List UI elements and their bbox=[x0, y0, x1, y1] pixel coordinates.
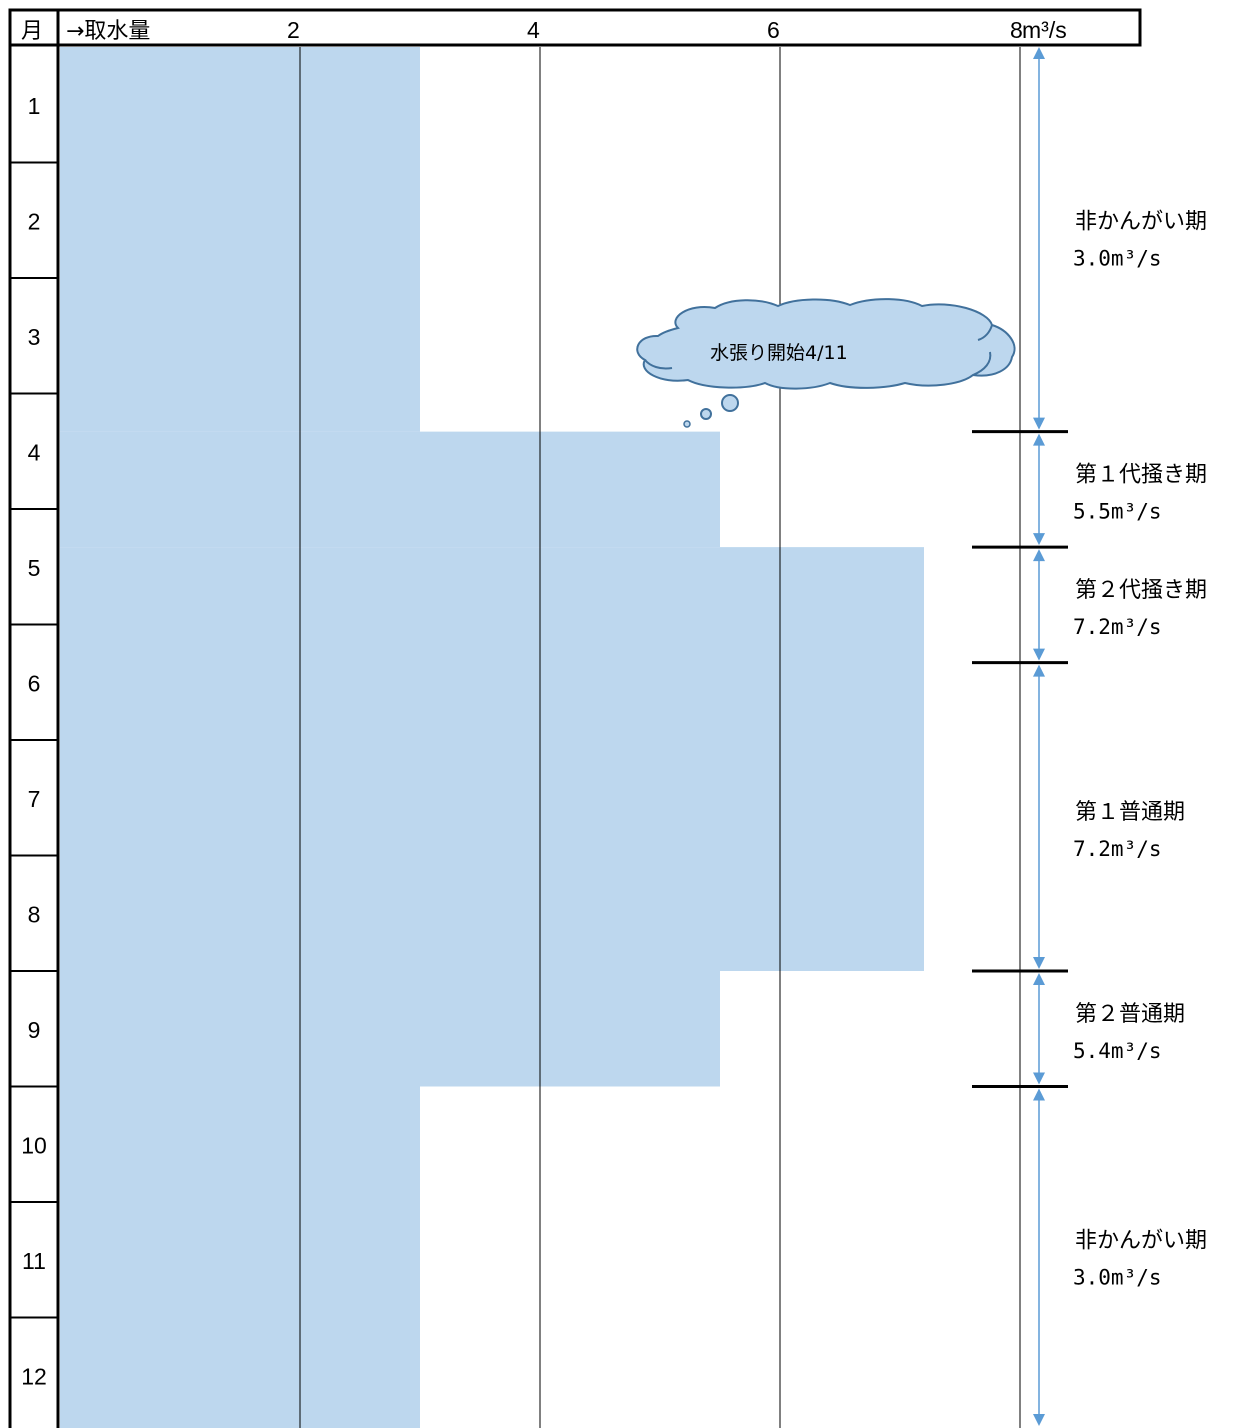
month-label-10: 10 bbox=[21, 1132, 47, 1158]
period-rate: 5.5m³/s bbox=[1073, 499, 1162, 523]
month-label-5: 5 bbox=[28, 555, 41, 581]
intake-bar-segment-5 bbox=[60, 1086, 420, 1428]
month-label-2: 2 bbox=[28, 208, 41, 234]
arrow-head-down bbox=[1033, 533, 1045, 546]
period-rate: 7.2m³/s bbox=[1073, 615, 1162, 639]
period-markers: 非かんがい期 3.0m³/s 第１代掻き期 5.5m³/s 第２代掻き期 7.2m³/s 第… bbox=[972, 47, 1207, 1426]
arrow-head-up bbox=[1033, 1088, 1045, 1101]
intake-area bbox=[60, 47, 924, 1428]
month-label-6: 6 bbox=[28, 670, 41, 696]
period-rate: 3.0m³/s bbox=[1073, 1265, 1162, 1289]
month-label-7: 7 bbox=[28, 786, 41, 812]
month-label-8: 8 bbox=[28, 901, 41, 927]
gridlines bbox=[299, 47, 1021, 1428]
period-rate: 5.4m³/s bbox=[1073, 1039, 1162, 1063]
x-tick-label-2: 2 bbox=[287, 17, 300, 43]
period-name: 第２普通期 bbox=[1075, 1002, 1185, 1027]
x-tick-label-8: 8 bbox=[1010, 17, 1023, 43]
period-name: 非かんがい期 bbox=[1075, 209, 1207, 234]
arrow-head-up bbox=[1033, 433, 1045, 446]
arrow-head-down bbox=[1033, 417, 1045, 430]
x-tick-labels: 2 4 6 8 m³/s bbox=[287, 17, 1067, 43]
chart-header: 月 →取水量 2 4 6 8 m³/s bbox=[21, 17, 1067, 44]
x-tick-label-6: 6 bbox=[767, 17, 780, 43]
callout-bubble-large bbox=[721, 394, 739, 412]
month-label-3: 3 bbox=[28, 324, 41, 350]
month-label-1: 1 bbox=[28, 93, 41, 119]
period-name: 第１普通期 bbox=[1075, 800, 1185, 825]
period-name: 第１代掻き期 bbox=[1075, 462, 1207, 487]
intake-bar-segment-4 bbox=[60, 971, 720, 1087]
period-rate: 3.0m³/s bbox=[1073, 246, 1162, 270]
month-label-4: 4 bbox=[28, 439, 41, 465]
arrow-head-up bbox=[1033, 549, 1045, 562]
month-column-header: 月 bbox=[21, 19, 43, 44]
month-label-11: 11 bbox=[22, 1248, 46, 1274]
intake-bar-segment-2 bbox=[60, 431, 720, 548]
arrow-head-up bbox=[1033, 664, 1045, 677]
arrow-head-up bbox=[1033, 47, 1045, 59]
month-label-9: 9 bbox=[28, 1017, 41, 1043]
callout-bubble-small bbox=[683, 420, 691, 428]
callout-text: 水張り開始4/11 bbox=[710, 342, 848, 364]
month-label-12: 12 bbox=[21, 1363, 47, 1389]
period-name: 非かんがい期 bbox=[1075, 1228, 1207, 1253]
intake-axis-title: →取水量 bbox=[66, 19, 150, 44]
period-name: 第２代掻き期 bbox=[1075, 578, 1207, 603]
arrow-head-down bbox=[1033, 648, 1045, 661]
arrow-head-down bbox=[1033, 957, 1045, 969]
period-rate: 7.2m³/s bbox=[1073, 837, 1162, 861]
x-tick-label-4: 4 bbox=[527, 17, 540, 43]
intake-bar-segment-3 bbox=[60, 547, 924, 971]
arrow-head-up bbox=[1033, 973, 1045, 985]
header-row-border bbox=[8, 8, 1142, 47]
table-frame bbox=[8, 8, 1142, 1428]
arrow-head-down bbox=[1033, 1414, 1045, 1426]
unit-label: m³/s bbox=[1022, 17, 1067, 43]
callout-bubble-medium bbox=[700, 408, 712, 420]
arrow-head-down bbox=[1033, 1072, 1045, 1085]
intake-bar-segment-1 bbox=[60, 47, 420, 432]
water-filling-callout: 水張り開始4/11 bbox=[636, 298, 1016, 428]
